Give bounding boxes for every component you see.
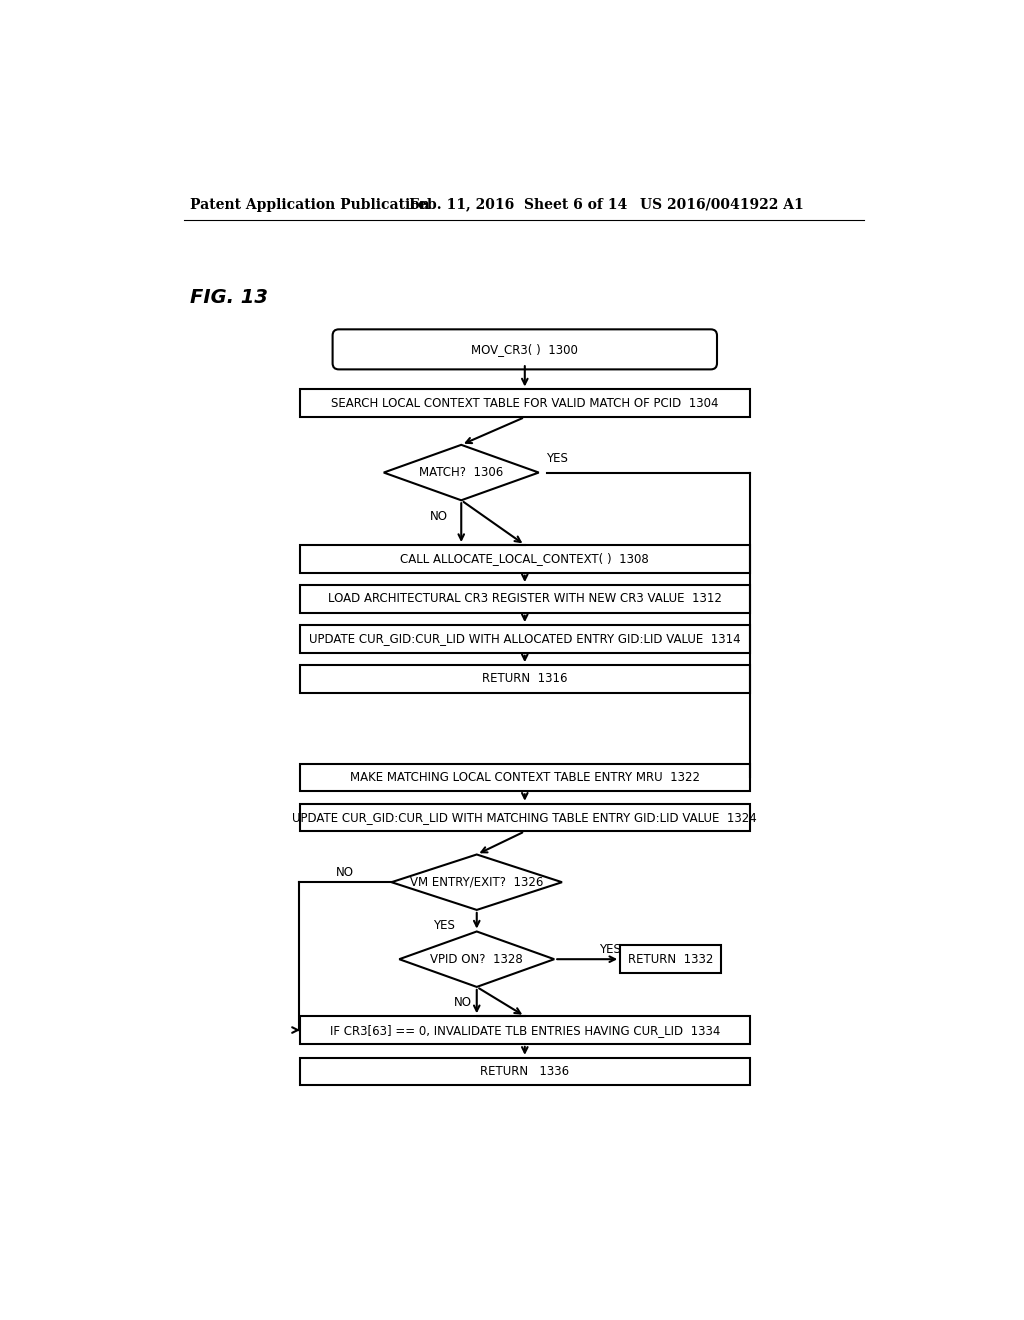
Bar (300, 389, 750, 417)
Text: YES: YES (547, 453, 568, 465)
Text: US 2016/0041922 A1: US 2016/0041922 A1 (640, 198, 803, 211)
Text: NO: NO (454, 995, 471, 1008)
Text: YES: YES (599, 944, 622, 957)
Bar (300, 1057, 750, 1085)
Text: Feb. 11, 2016  Sheet 6 of 14: Feb. 11, 2016 Sheet 6 of 14 (409, 198, 627, 211)
Text: FIG. 13: FIG. 13 (190, 288, 268, 306)
Text: Patent Application Publication: Patent Application Publication (190, 198, 430, 211)
Bar (300, 585, 750, 612)
Polygon shape (399, 932, 554, 987)
Text: RETURN  1332: RETURN 1332 (628, 953, 713, 966)
Bar (300, 626, 750, 653)
Text: IF CR3[63] == 0, INVALIDATE TLB ENTRIES HAVING CUR_LID  1334: IF CR3[63] == 0, INVALIDATE TLB ENTRIES … (330, 1023, 720, 1036)
Text: NO: NO (430, 510, 449, 523)
Bar (300, 665, 750, 693)
Text: MATCH?  1306: MATCH? 1306 (419, 466, 504, 479)
Text: CALL ALLOCATE_LOCAL_CONTEXT( )  1308: CALL ALLOCATE_LOCAL_CONTEXT( ) 1308 (400, 552, 649, 565)
Text: RETURN   1336: RETURN 1336 (480, 1065, 569, 1078)
Text: LOAD ARCHITECTURAL CR3 REGISTER WITH NEW CR3 VALUE  1312: LOAD ARCHITECTURAL CR3 REGISTER WITH NEW… (328, 593, 722, 606)
Text: MAKE MATCHING LOCAL CONTEXT TABLE ENTRY MRU  1322: MAKE MATCHING LOCAL CONTEXT TABLE ENTRY … (350, 771, 699, 784)
Text: UPDATE CUR_GID:CUR_LID WITH ALLOCATED ENTRY GID:LID VALUE  1314: UPDATE CUR_GID:CUR_LID WITH ALLOCATED EN… (309, 632, 740, 645)
Bar (300, 804, 750, 832)
Bar (300, 1016, 750, 1044)
Text: VPID ON?  1328: VPID ON? 1328 (430, 953, 523, 966)
Text: VM ENTRY/EXIT?  1326: VM ENTRY/EXIT? 1326 (410, 875, 544, 888)
Text: NO: NO (336, 866, 353, 879)
Text: YES: YES (432, 919, 455, 932)
Bar (621, 945, 721, 973)
Polygon shape (391, 854, 562, 909)
Bar (300, 545, 750, 573)
Text: RETURN  1316: RETURN 1316 (482, 672, 567, 685)
Text: MOV_CR3( )  1300: MOV_CR3( ) 1300 (471, 343, 579, 356)
Polygon shape (384, 445, 539, 500)
Text: UPDATE CUR_GID:CUR_LID WITH MATCHING TABLE ENTRY GID:LID VALUE  1324: UPDATE CUR_GID:CUR_LID WITH MATCHING TAB… (293, 810, 757, 824)
Text: SEARCH LOCAL CONTEXT TABLE FOR VALID MATCH OF PCID  1304: SEARCH LOCAL CONTEXT TABLE FOR VALID MAT… (331, 397, 719, 409)
FancyBboxPatch shape (333, 330, 717, 370)
Bar (300, 763, 750, 792)
